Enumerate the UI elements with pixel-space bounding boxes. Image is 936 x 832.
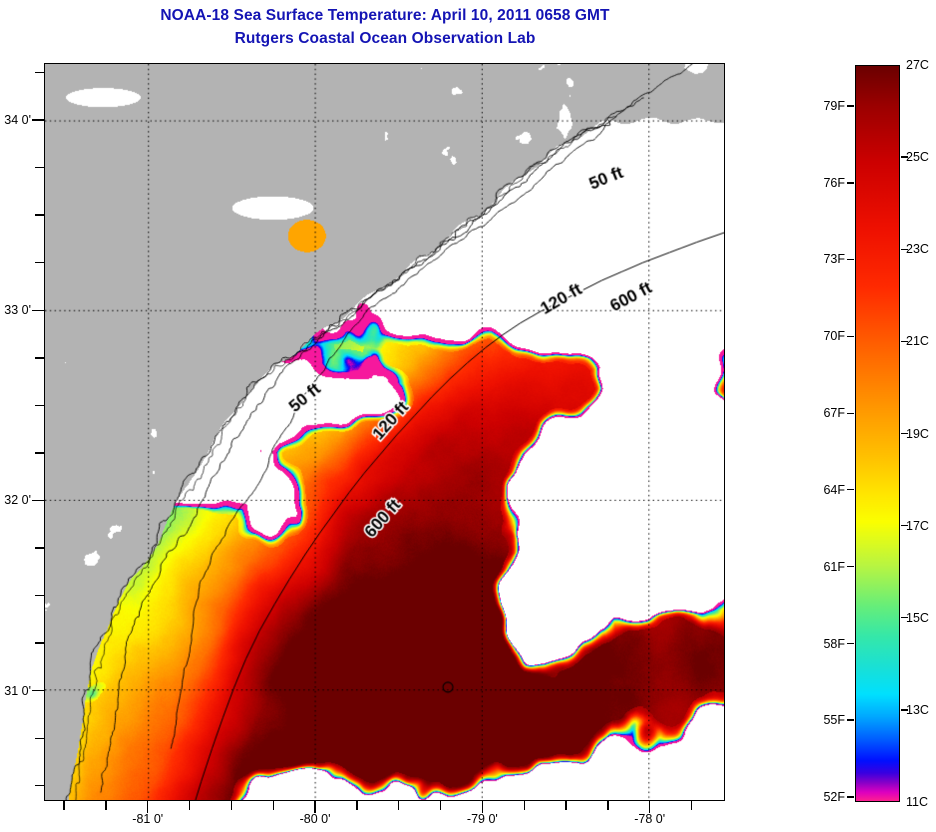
x-axis-label-3: -78 0' xyxy=(634,812,666,826)
y-axis-label-3: 31 0' xyxy=(4,683,31,698)
x-axis-label-0: -81 0' xyxy=(132,812,164,826)
colorbar-tick-f-4 xyxy=(847,412,854,414)
x-axis-minor-tick xyxy=(63,801,65,810)
sst-raster xyxy=(45,64,724,800)
x-axis-minor-tick xyxy=(188,801,191,810)
x-axis-minor-tick xyxy=(105,801,107,810)
colorbar-label-f-1: 76F xyxy=(823,175,845,190)
y-axis-major-tick xyxy=(32,309,44,311)
x-axis-label-1: -80 0' xyxy=(299,812,331,826)
y-axis-minor-tick xyxy=(35,547,44,549)
y-axis-minor-tick xyxy=(35,785,44,787)
x-axis-minor-tick xyxy=(439,801,442,810)
x-axis-minor-tick xyxy=(230,801,233,810)
colorbar-tick-c-6 xyxy=(901,617,908,619)
colorbar-label-c-3: 21C xyxy=(906,334,929,349)
colorbar-label-c-6: 15C xyxy=(906,610,929,625)
y-axis-major-tick xyxy=(32,689,44,692)
x-axis-minor-tick xyxy=(398,801,400,810)
colorbar-gradient xyxy=(856,66,899,801)
colorbar-tick-c-1 xyxy=(901,156,908,158)
y-axis-label-1: 33 0' xyxy=(4,303,31,318)
x-axis-minor-tick xyxy=(607,801,609,810)
x-axis-major-tick xyxy=(481,801,484,813)
colorbar-label-f-0: 79F xyxy=(823,98,845,113)
x-axis-minor-tick xyxy=(690,801,693,810)
y-axis-minor-tick xyxy=(35,214,44,216)
temperature-colorbar[interactable] xyxy=(855,65,900,802)
colorbar-tick-f-0 xyxy=(847,105,854,107)
colorbar-label-c-8: 11C xyxy=(906,795,929,809)
x-axis-minor-tick xyxy=(272,801,274,810)
colorbar-tick-f-1 xyxy=(847,182,854,184)
colorbar-label-f-8: 55F xyxy=(823,713,845,727)
colorbar-label-c-7: 13C xyxy=(906,702,929,717)
colorbar-tick-c-2 xyxy=(901,248,908,250)
colorbar-label-f-4: 67F xyxy=(823,406,845,421)
y-axis-minor-tick xyxy=(35,642,44,644)
x-axis-label-2: -79 0' xyxy=(466,812,498,826)
colorbar-tick-c-3 xyxy=(901,340,908,343)
y-axis-label-2: 32 0' xyxy=(4,493,31,508)
colorbar-label-c-0: 27C xyxy=(906,58,929,72)
y-axis-label-0: 34 0' xyxy=(4,113,31,128)
y-axis-minor-tick xyxy=(35,262,44,264)
colorbar-label-f-3: 70F xyxy=(823,329,845,344)
colorbar-tick-f-7 xyxy=(847,642,854,645)
colorbar-tick-f-6 xyxy=(847,565,854,568)
x-axis-minor-tick xyxy=(356,801,358,810)
colorbar-label-c-5: 17C xyxy=(906,518,929,533)
y-axis-minor-tick xyxy=(35,452,44,454)
y-axis-minor-tick xyxy=(35,594,44,597)
x-axis-major-tick xyxy=(147,801,149,813)
y-axis-minor-tick xyxy=(35,404,44,407)
colorbar-tick-f-9 xyxy=(847,796,854,798)
figure-title: NOAA-18 Sea Surface Temperature: April 1… xyxy=(44,4,726,50)
y-axis-minor-tick xyxy=(35,71,44,74)
y-axis-major-tick xyxy=(32,119,44,121)
colorbar-label-c-4: 19C xyxy=(906,426,929,441)
colorbar-label-c-1: 25C xyxy=(906,150,929,165)
colorbar-label-c-2: 23C xyxy=(906,242,929,257)
colorbar-tick-f-3 xyxy=(847,335,854,337)
colorbar-label-f-9: 52F xyxy=(823,789,845,804)
y-axis-minor-tick xyxy=(35,737,44,739)
y-axis-minor-tick xyxy=(35,357,44,359)
colorbar-tick-f-5 xyxy=(847,488,854,491)
colorbar-tick-c-5 xyxy=(901,524,908,527)
title-line-1: NOAA-18 Sea Surface Temperature: April 1… xyxy=(160,7,610,24)
x-axis-minor-tick xyxy=(565,801,567,810)
map-plot-area[interactable] xyxy=(44,63,725,801)
x-axis-minor-tick xyxy=(523,801,525,810)
colorbar-label-f-6: 61F xyxy=(823,559,845,574)
title-line-2: Rutgers Coastal Ocean Observation Lab xyxy=(234,30,536,47)
colorbar-label-f-5: 64F xyxy=(823,482,845,497)
y-axis-major-tick xyxy=(32,499,44,502)
colorbar-label-f-7: 58F xyxy=(823,636,845,651)
x-axis-major-tick xyxy=(314,801,316,813)
colorbar-tick-c-7 xyxy=(901,709,908,711)
colorbar-tick-f-8 xyxy=(847,719,854,721)
colorbar-tick-f-2 xyxy=(847,258,854,261)
y-axis-minor-tick xyxy=(35,166,44,169)
x-axis-major-tick xyxy=(649,801,651,813)
colorbar-tick-c-4 xyxy=(901,432,908,435)
colorbar-label-f-2: 73F xyxy=(823,252,845,267)
